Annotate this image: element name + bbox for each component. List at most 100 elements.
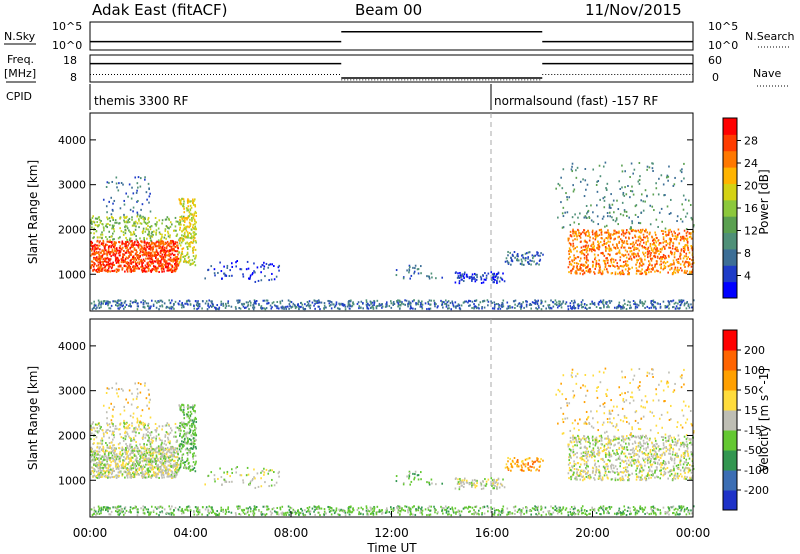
power-pixel [142, 215, 144, 218]
power-pixel [673, 256, 676, 259]
power-pixel [644, 251, 647, 254]
power-pixel [576, 250, 578, 253]
power-pixel [666, 174, 669, 177]
power-pixel [94, 243, 96, 246]
power-pixel [169, 234, 171, 237]
power-pixel [648, 262, 651, 265]
power-pixel [567, 239, 570, 242]
velocity-pixel [138, 449, 141, 452]
power-pixel [218, 306, 221, 309]
radar-title: Adak East (fitACF) [92, 1, 227, 19]
power-pixel [691, 306, 693, 309]
power-pixel [584, 234, 587, 237]
velocity-pixel [137, 462, 139, 465]
power-pixel [360, 300, 363, 303]
power-pixel [119, 245, 122, 248]
power-pixel [194, 204, 196, 207]
power-pixel [395, 269, 398, 272]
power-pixel [662, 245, 665, 248]
power-pixel [186, 231, 189, 234]
power-pixel [143, 240, 146, 243]
power-pixel [127, 249, 129, 252]
power-pixel [638, 270, 640, 273]
velocity-pixel [169, 446, 172, 449]
power-pixel [117, 307, 120, 310]
power-pixel [242, 275, 245, 278]
power-pixel [634, 253, 636, 256]
power-pixel [100, 306, 102, 309]
power-pixel [135, 225, 137, 228]
power-pixel [450, 308, 453, 311]
power-pixel [617, 267, 620, 270]
velocity-pixel [156, 446, 158, 449]
power-pixel [266, 299, 268, 302]
power-pixel [676, 215, 679, 218]
power-pixel [140, 215, 142, 218]
power-pixel [396, 301, 398, 304]
power-pixel [427, 302, 430, 305]
power-pixel [577, 262, 580, 265]
power-pixel [177, 247, 179, 250]
velocity-pixel [154, 448, 157, 451]
power-pixel [247, 301, 249, 304]
power-pixel [410, 305, 412, 308]
power-pixel [670, 212, 672, 215]
power-pixel [575, 234, 578, 237]
velocity-pixel [98, 457, 100, 460]
velocity-pixel [140, 446, 142, 449]
power-pixel [289, 305, 291, 308]
power-pixel [580, 232, 583, 235]
power-pixel [458, 282, 461, 285]
power-pixel [92, 269, 94, 272]
power-pixel [150, 258, 153, 261]
power-pixel [635, 269, 638, 272]
power-pixel [535, 263, 537, 266]
velocity-pixel [177, 469, 179, 472]
power-pixel [117, 299, 119, 302]
power-pixel [668, 307, 670, 310]
power-pixel [665, 233, 667, 236]
power-pixel [96, 306, 98, 309]
power-pixel [399, 300, 402, 303]
velocity-pixel [133, 428, 135, 431]
power-pixel [122, 259, 125, 262]
power-pixel [600, 237, 603, 240]
power-pixel [92, 246, 94, 249]
velocity-pixel [146, 443, 148, 446]
power-pixel [192, 231, 195, 234]
velocity-pixel [166, 472, 168, 475]
velocity-pixel [102, 429, 104, 432]
power-pixel [673, 253, 676, 256]
power-pixel [189, 218, 191, 221]
power-pixel [622, 234, 625, 237]
power-pixel [214, 274, 216, 277]
power-pixel [336, 307, 339, 310]
power-pixel [158, 265, 160, 268]
power-pixel [325, 306, 327, 309]
power-pixel [123, 213, 125, 216]
velocity-pixel [162, 472, 164, 475]
velocity-pixel [118, 428, 120, 431]
power-pixel [91, 226, 93, 229]
velocity-pixel [141, 436, 144, 439]
power-pixel [148, 247, 150, 250]
power-pixel [338, 308, 341, 311]
power-pixel [195, 221, 197, 224]
velocity-pixel [150, 445, 152, 448]
power-pixel [650, 302, 652, 305]
power-pixel [135, 220, 137, 223]
power-pixel [672, 272, 675, 275]
power-pixel [623, 232, 625, 235]
power-pixel [600, 230, 603, 233]
velocity-pixel [191, 441, 193, 444]
power-pixel [370, 306, 373, 309]
velocity-pixel [133, 474, 135, 477]
power-pixel [121, 305, 123, 308]
velocity-pixel [144, 436, 147, 439]
power-pixel [138, 267, 141, 270]
power-pixel [161, 270, 163, 273]
power-pixel [689, 257, 691, 260]
power-pixel [150, 235, 152, 238]
power-pixel [90, 265, 93, 268]
power-pixel [609, 233, 612, 236]
